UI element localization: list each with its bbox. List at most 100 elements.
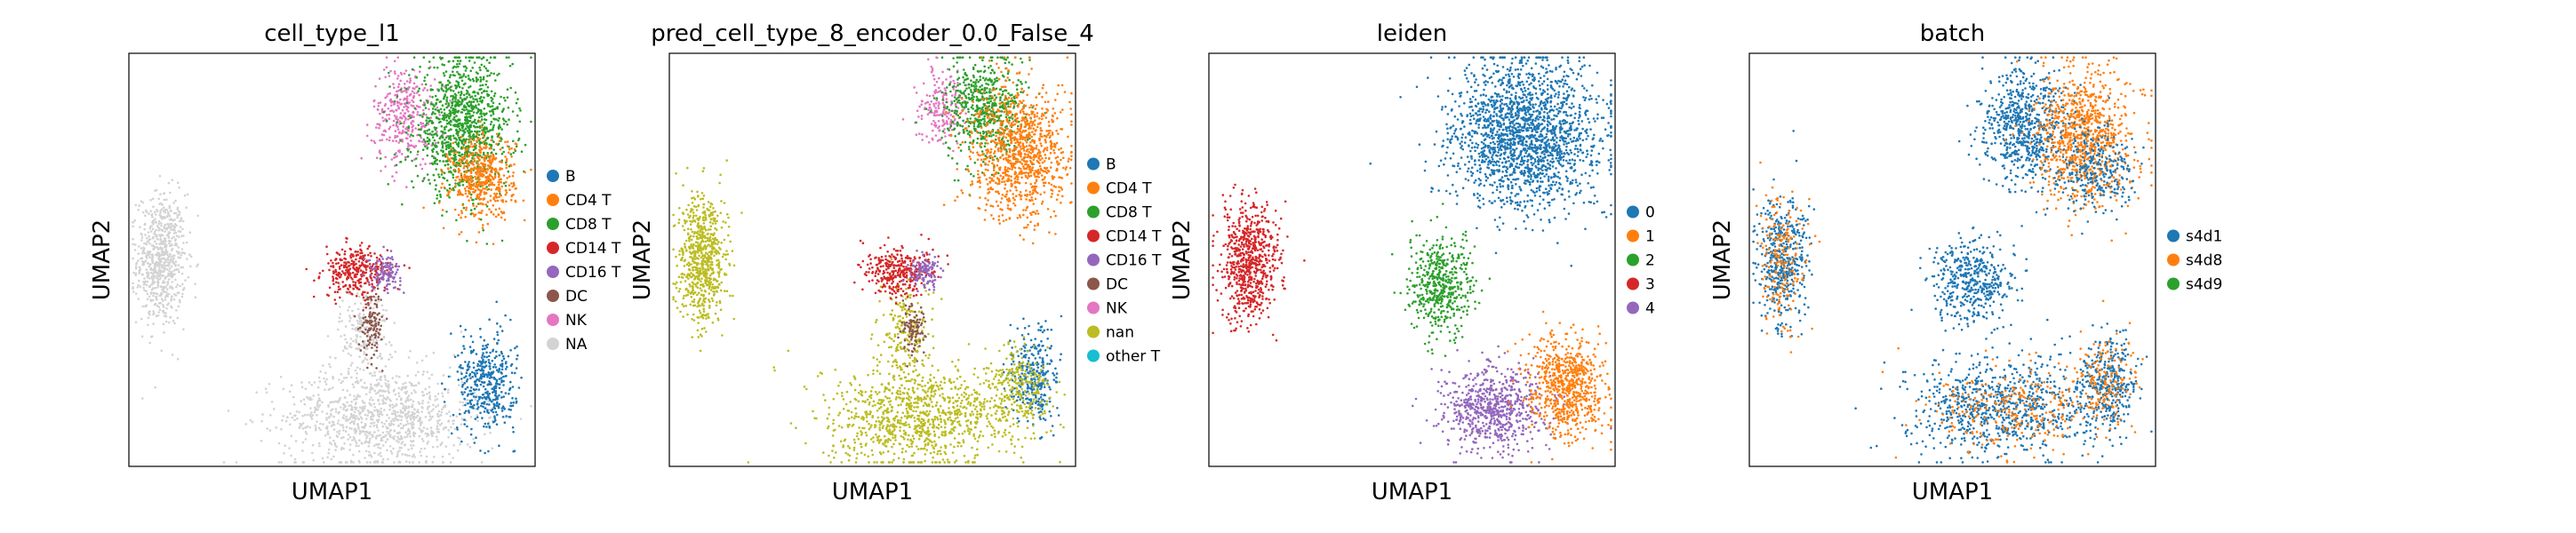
data-point <box>490 72 492 75</box>
data-point <box>410 382 413 386</box>
data-point <box>370 298 373 301</box>
data-point <box>380 370 384 372</box>
data-point <box>356 366 359 370</box>
data-point <box>389 449 393 453</box>
data-point <box>471 77 475 81</box>
data-point <box>143 260 146 264</box>
data-point <box>473 61 476 64</box>
data-point <box>378 434 381 437</box>
data-point <box>450 332 452 335</box>
data-point <box>475 76 478 79</box>
data-point <box>463 411 467 415</box>
data-point <box>364 386 368 390</box>
data-point <box>316 414 318 417</box>
data-point <box>513 147 516 151</box>
data-point <box>164 246 166 249</box>
data-point <box>461 129 464 132</box>
data-point <box>380 298 382 301</box>
data-point <box>327 451 331 455</box>
data-point <box>338 429 341 433</box>
data-point <box>381 262 385 265</box>
legend-label: DC <box>565 288 588 306</box>
data-point <box>407 406 411 410</box>
data-point <box>492 398 495 402</box>
data-point <box>454 182 457 185</box>
data-point <box>145 243 148 246</box>
data-point <box>321 457 324 460</box>
data-point <box>171 228 173 232</box>
data-point <box>377 321 380 324</box>
data-point <box>177 305 180 308</box>
data-point <box>423 447 427 450</box>
data-point <box>340 320 343 322</box>
data-point <box>467 178 469 181</box>
data-point <box>493 172 497 176</box>
data-point <box>406 142 410 145</box>
panel-title: cell_type_l1 <box>264 20 400 47</box>
data-point <box>158 258 161 261</box>
data-point <box>496 106 500 108</box>
data-point <box>469 69 472 73</box>
data-point <box>334 268 337 272</box>
data-point <box>342 264 346 267</box>
data-point <box>328 286 332 290</box>
data-point <box>158 234 161 236</box>
legend-label: NA <box>565 336 588 354</box>
data-point <box>482 228 484 232</box>
data-point <box>146 280 149 283</box>
data-point <box>699 312 702 314</box>
data-point <box>393 70 396 73</box>
data-point <box>338 267 341 270</box>
data-point <box>176 357 180 361</box>
data-point <box>404 112 407 115</box>
data-point <box>389 268 393 272</box>
data-point <box>404 435 406 439</box>
data-point <box>507 106 510 109</box>
data-point <box>511 426 515 429</box>
data-point <box>478 379 481 383</box>
data-point <box>388 341 391 344</box>
data-point <box>350 362 354 365</box>
data-point <box>472 203 475 205</box>
data-point <box>452 98 454 100</box>
data-point <box>460 372 463 376</box>
data-point <box>402 410 404 414</box>
data-point <box>490 99 493 102</box>
data-point <box>433 202 436 204</box>
data-point <box>152 322 155 325</box>
data-point <box>144 305 148 307</box>
data-point <box>159 277 162 280</box>
data-point <box>356 336 359 338</box>
data-point <box>383 374 387 378</box>
data-point <box>401 407 404 410</box>
data-point <box>185 241 188 244</box>
data-point <box>500 95 502 99</box>
data-point <box>678 253 681 256</box>
data-point <box>421 406 424 410</box>
data-point <box>508 175 511 178</box>
data-point <box>380 439 382 442</box>
data-point <box>436 425 439 428</box>
data-point <box>328 442 332 444</box>
data-point <box>348 292 351 296</box>
data-point <box>360 274 363 276</box>
data-point <box>462 65 466 68</box>
data-point <box>408 74 411 76</box>
data-point <box>732 264 736 267</box>
data-point <box>398 131 401 133</box>
data-point <box>310 411 313 414</box>
data-point <box>420 391 424 394</box>
data-point <box>160 208 164 211</box>
data-point <box>334 276 338 280</box>
data-point <box>157 197 160 201</box>
data-point <box>412 129 414 131</box>
data-point <box>379 451 382 455</box>
data-point <box>290 454 292 457</box>
data-point <box>136 286 140 289</box>
data-point <box>316 408 319 411</box>
data-point <box>155 243 158 245</box>
data-point <box>413 158 416 161</box>
data-point <box>430 433 434 436</box>
data-point <box>447 375 451 378</box>
data-point <box>459 437 461 440</box>
